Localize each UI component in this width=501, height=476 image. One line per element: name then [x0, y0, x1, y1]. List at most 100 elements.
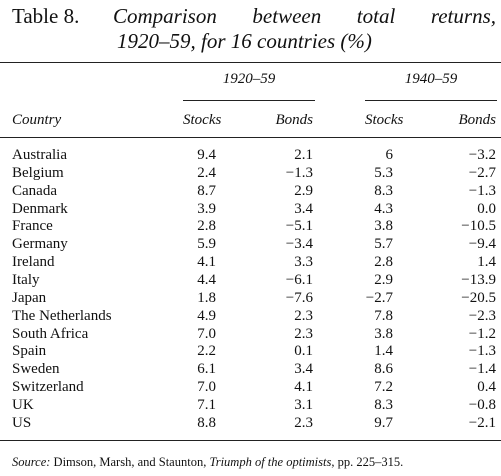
- cell: 2.8: [197, 218, 216, 235]
- cell: −7.6: [285, 289, 313, 306]
- table-label: Table 8.: [12, 4, 80, 28]
- rule: [0, 440, 501, 441]
- cell: 8.3: [374, 396, 393, 413]
- row-label: US: [12, 414, 32, 431]
- cell: 3.4: [294, 361, 313, 378]
- cell: −2.7: [365, 289, 393, 306]
- row-label: Italy: [12, 271, 40, 288]
- cell: 8.3: [374, 182, 393, 199]
- cell: 4.1: [294, 379, 313, 396]
- cell: −13.9: [461, 271, 496, 288]
- column-header: Country: [12, 112, 62, 128]
- cell: 2.3: [294, 307, 313, 324]
- cell: 4.1: [197, 254, 216, 271]
- row-label: Spain: [12, 343, 47, 360]
- cell: 0.1: [294, 343, 313, 360]
- cell: −5.1: [285, 218, 313, 235]
- row-label: Belgium: [12, 164, 64, 181]
- row-label: Germany: [12, 236, 68, 253]
- cell: −9.4: [468, 236, 496, 253]
- cell: 1.8: [197, 289, 216, 306]
- cell: −10.5: [461, 218, 496, 235]
- column-header: Stocks: [365, 112, 404, 128]
- column-header: Stocks: [183, 112, 222, 128]
- cell: 4.3: [374, 200, 393, 217]
- row-label: Japan: [12, 289, 47, 306]
- row-label: Switzerland: [12, 379, 84, 396]
- cell: 2.9: [294, 182, 313, 199]
- cell: −1.4: [468, 361, 496, 378]
- cell: 2.4: [197, 164, 216, 181]
- row-label: France: [12, 218, 53, 235]
- cell: 0.4: [477, 379, 496, 396]
- cell: −20.5: [461, 289, 496, 306]
- title-line: 1920–59, for 16 countries (%): [117, 29, 372, 53]
- source-authors: Dimson, Marsh, and Staunton,: [53, 455, 207, 469]
- cell: −2.1: [468, 414, 496, 431]
- cell: −1.3: [468, 343, 496, 360]
- cell: −0.8: [468, 396, 496, 413]
- cell: 1.4: [374, 343, 393, 360]
- cell: 7.8: [374, 307, 393, 324]
- row-label: The Netherlands: [12, 307, 112, 324]
- cell: 5.3: [374, 164, 393, 181]
- row-label: Denmark: [12, 200, 68, 217]
- row-label: UK: [12, 396, 34, 413]
- cell: 2.8: [374, 254, 393, 271]
- group-header: 1920–59: [222, 71, 276, 87]
- cell: 8.8: [197, 414, 216, 431]
- cell: 8.6: [374, 361, 393, 378]
- cell: 9.7: [374, 414, 393, 431]
- cell: 3.4: [294, 200, 313, 217]
- row-label: Ireland: [12, 254, 55, 271]
- source-pages: , pp. 225–315.: [331, 455, 404, 469]
- cell: −6.1: [285, 271, 313, 288]
- cell: 2.3: [294, 325, 313, 342]
- row-label: Australia: [12, 147, 67, 163]
- source-label: Source:: [12, 455, 51, 469]
- cell: 6: [385, 147, 394, 163]
- group-header: 1940–59: [404, 71, 458, 87]
- cell: 4.9: [197, 307, 216, 324]
- source-note: Source: Dimson, Marsh, and Staunton, Tri…: [12, 455, 403, 470]
- column-header: Bonds: [275, 112, 314, 128]
- row-label: Sweden: [12, 361, 60, 378]
- rule: [183, 100, 315, 101]
- cell: 2.9: [374, 271, 393, 288]
- cell: −2.7: [468, 164, 496, 181]
- cell: 3.3: [294, 254, 313, 271]
- rule: [0, 62, 501, 63]
- row-label: South Africa: [12, 325, 89, 342]
- cell: 6.1: [197, 361, 216, 378]
- cell: 7.0: [197, 379, 216, 396]
- column-header: Bonds: [458, 112, 497, 128]
- cell: −3.4: [285, 236, 313, 253]
- cell: 7.2: [374, 379, 393, 396]
- cell: 1.4: [477, 254, 496, 271]
- cell: 5.9: [197, 236, 216, 253]
- row-label: Canada: [12, 182, 57, 199]
- title-line: Comparison between total returns,: [113, 4, 496, 28]
- cell: 2.1: [294, 147, 313, 163]
- cell: 2.3: [294, 414, 313, 431]
- cell: 7.0: [197, 325, 216, 342]
- cell: 3.1: [294, 396, 313, 413]
- cell: −1.3: [285, 164, 313, 181]
- cell: 3.8: [374, 325, 393, 342]
- cell: 7.1: [197, 396, 216, 413]
- cell: 9.4: [197, 147, 216, 163]
- source-work: Triumph of the optimists: [209, 455, 332, 469]
- cell: 2.2: [197, 343, 216, 360]
- cell: 0.0: [477, 200, 496, 217]
- rule: [0, 137, 501, 138]
- cell: 4.4: [197, 271, 216, 288]
- cell: 3.9: [197, 200, 216, 217]
- cell: −3.2: [468, 147, 496, 163]
- rule: [365, 100, 497, 101]
- cell: −1.2: [468, 325, 496, 342]
- cell: 5.7: [374, 236, 393, 253]
- cell: 8.7: [197, 182, 216, 199]
- cell: −2.3: [468, 307, 496, 324]
- cell: 3.8: [374, 218, 393, 235]
